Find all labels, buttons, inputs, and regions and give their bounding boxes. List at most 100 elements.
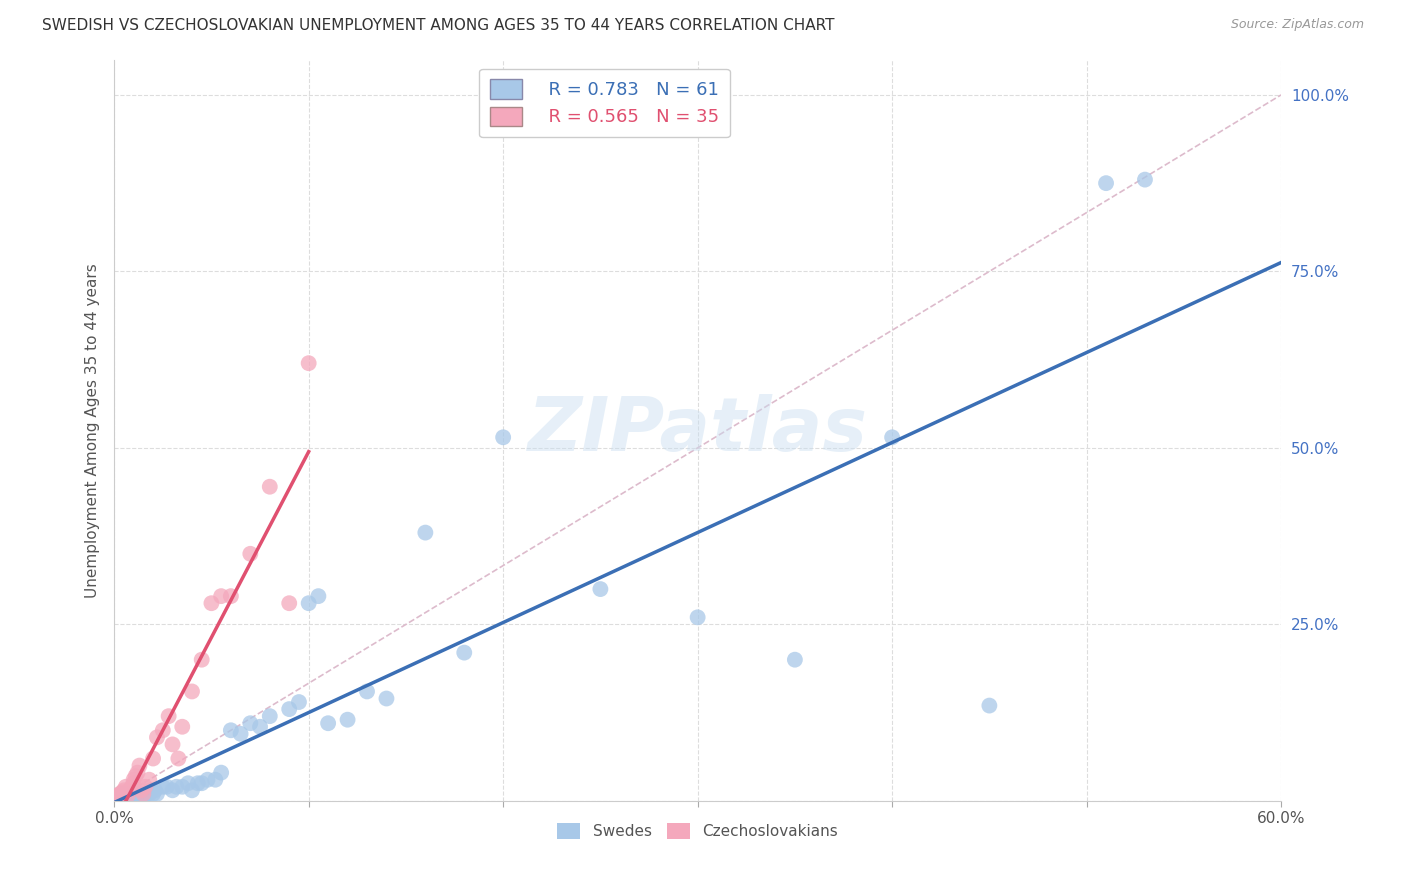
Point [219, 589, 242, 603]
Point [298, 596, 321, 610]
Point [146, 787, 169, 801]
Point [415, 525, 437, 540]
Point [197, 772, 219, 787]
Point [882, 430, 904, 444]
Point [249, 720, 271, 734]
Point [112, 787, 135, 801]
Point [307, 589, 329, 603]
Point [172, 720, 194, 734]
Point [1133, 172, 1156, 186]
Point [121, 790, 143, 805]
Point [105, 790, 128, 805]
Point [142, 787, 165, 801]
Point [278, 702, 301, 716]
Point [298, 356, 321, 370]
Text: ZIPatlas: ZIPatlas [527, 393, 868, 467]
Point [127, 790, 149, 805]
Point [117, 789, 139, 803]
Point [219, 723, 242, 738]
Point [200, 596, 222, 610]
Point [979, 698, 1001, 713]
Point [152, 723, 174, 738]
Point [453, 646, 475, 660]
Point [111, 785, 134, 799]
Point [124, 769, 146, 783]
Point [118, 787, 141, 801]
Point [156, 780, 179, 794]
Point [146, 731, 169, 745]
Point [117, 790, 139, 805]
Point [157, 709, 180, 723]
Point [127, 765, 149, 780]
Point [181, 783, 204, 797]
Point [783, 653, 806, 667]
Point [177, 776, 200, 790]
Point [131, 790, 153, 805]
Text: Source: ZipAtlas.com: Source: ZipAtlas.com [1230, 18, 1364, 31]
Point [204, 772, 226, 787]
Point [209, 765, 232, 780]
Point [278, 596, 301, 610]
Point [143, 783, 166, 797]
Point [107, 789, 129, 803]
Point [105, 790, 128, 805]
Point [492, 430, 515, 444]
Point [167, 751, 190, 765]
Point [138, 772, 160, 787]
Point [107, 790, 129, 805]
Point [181, 684, 204, 698]
Point [142, 751, 165, 765]
Point [209, 589, 232, 603]
Point [132, 790, 155, 805]
Point [589, 582, 612, 596]
Point [139, 783, 162, 797]
Point [375, 691, 398, 706]
Text: SWEDISH VS CZECHOSLOVAKIAN UNEMPLOYMENT AMONG AGES 35 TO 44 YEARS CORRELATION CH: SWEDISH VS CZECHOSLOVAKIAN UNEMPLOYMENT … [42, 18, 835, 33]
Point [128, 787, 150, 801]
Point [127, 787, 149, 801]
Point [162, 738, 184, 752]
Point [124, 790, 146, 805]
Point [187, 776, 209, 790]
Point [239, 547, 262, 561]
Point [122, 787, 145, 801]
Point [336, 713, 359, 727]
Point [316, 716, 339, 731]
Point [136, 787, 159, 801]
Point [356, 684, 378, 698]
Point [111, 790, 134, 805]
Point [121, 780, 143, 794]
Y-axis label: Unemployment Among Ages 35 to 44 years: Unemployment Among Ages 35 to 44 years [86, 263, 100, 598]
Point [165, 780, 187, 794]
Point [122, 790, 145, 805]
Point [108, 790, 131, 805]
Point [190, 653, 212, 667]
Point [118, 783, 141, 797]
Point [288, 695, 311, 709]
Point [190, 776, 212, 790]
Point [162, 783, 184, 797]
Point [115, 780, 138, 794]
Point [112, 787, 135, 801]
Point [229, 727, 252, 741]
Point [259, 709, 281, 723]
Point [122, 772, 145, 787]
Point [132, 787, 155, 801]
Point [239, 716, 262, 731]
Point [686, 610, 709, 624]
Point [134, 780, 156, 794]
Point [122, 776, 145, 790]
Point [131, 783, 153, 797]
Point [112, 790, 135, 805]
Point [138, 787, 160, 801]
Point [134, 787, 156, 801]
Point [108, 787, 131, 801]
Point [118, 790, 141, 805]
Point [152, 780, 174, 794]
Legend: Swedes, Czechoslovakians: Swedes, Czechoslovakians [551, 817, 844, 845]
Point [115, 790, 138, 805]
Point [1095, 176, 1118, 190]
Point [259, 480, 281, 494]
Point [172, 780, 194, 794]
Point [128, 758, 150, 772]
